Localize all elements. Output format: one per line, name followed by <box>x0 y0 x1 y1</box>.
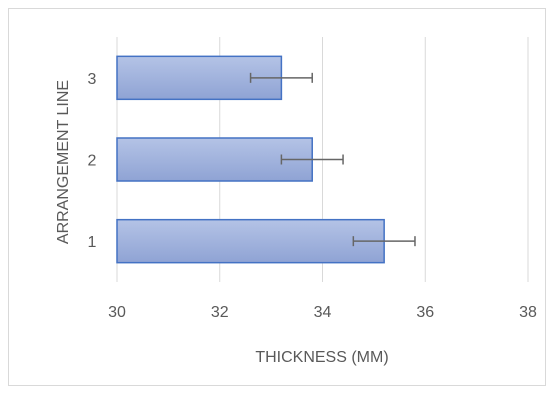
y-tick-label-2: 2 <box>88 153 97 170</box>
bar-1 <box>116 218 385 264</box>
x-tick-label-32: 32 <box>211 304 229 321</box>
y-tick-label-3: 3 <box>88 71 97 88</box>
x-tick-label-38: 38 <box>519 304 537 321</box>
y-tick-label-1: 1 <box>88 234 97 251</box>
tick-labels: 30 32 34 36 38 1 2 3 <box>88 71 537 321</box>
error-bars <box>249 72 416 247</box>
x-axis-title: THICKNESS (MM) <box>255 349 388 366</box>
x-tick-label-34: 34 <box>314 304 332 321</box>
bars <box>116 55 385 264</box>
x-tick-label-30: 30 <box>108 304 126 321</box>
y-axis-title: ARRANGEMENT LINE <box>55 80 72 244</box>
bar-2 <box>116 137 313 182</box>
x-tick-label-36: 36 <box>416 304 434 321</box>
